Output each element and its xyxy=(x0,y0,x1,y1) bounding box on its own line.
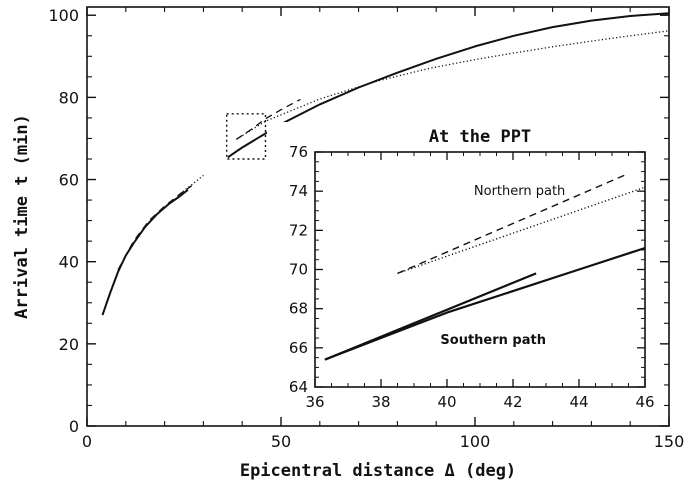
inset-x-ticks: 36 38 40 42 44 46 xyxy=(305,152,655,411)
inset-x-tick-label: 38 xyxy=(371,393,390,411)
main-y-ticks: 0 20 40 60 80 100 xyxy=(48,6,669,436)
inset-y-ticks: 64 66 68 70 72 74 76 xyxy=(289,143,645,396)
northern-path-annotation: Northern path xyxy=(474,184,565,199)
inset-y-tick-label: 64 xyxy=(289,378,308,396)
inset-y-tick-label: 68 xyxy=(289,300,308,318)
inset-title: At the PPT xyxy=(429,127,531,147)
main-plot: 0 50 100 150 0 20 40 60 80 100 Epicentral distan… xyxy=(12,6,684,481)
main-x-ticks: 0 50 100 150 xyxy=(82,7,684,451)
main-x-tick-label: 150 xyxy=(654,432,685,451)
southern-path-annotation: Southern path xyxy=(440,333,546,348)
main-series-line-solid xyxy=(101,189,189,316)
main-y-tick-label: 20 xyxy=(59,335,79,354)
main-y-tick-label: 100 xyxy=(48,6,79,25)
x-axis-label: Epicentral distance Δ (deg) xyxy=(240,461,516,481)
inset-x-tick-label: 40 xyxy=(437,393,456,411)
y-axis-label: Arrival time t (min) xyxy=(12,114,32,319)
inset-series xyxy=(324,172,646,361)
inset-y-tick-label: 74 xyxy=(289,182,308,200)
inset-series-line-dashed xyxy=(397,172,629,275)
inset-series-line-solid xyxy=(324,246,646,361)
inset-x-tick-label: 44 xyxy=(569,393,588,411)
main-x-tick-label: 50 xyxy=(271,432,291,451)
inset-y-tick-label: 76 xyxy=(289,143,308,161)
main-plot-frame xyxy=(86,6,670,427)
main-x-tick-label: 0 xyxy=(82,432,92,451)
main-series-line-dashed xyxy=(236,98,301,140)
inset-series-line-dotted xyxy=(397,186,646,275)
inset-background xyxy=(267,122,649,415)
zoom-box xyxy=(225,113,267,160)
main-y-tick-label: 80 xyxy=(59,88,79,107)
inset-x-tick-label: 36 xyxy=(305,393,324,411)
main-y-tick-label: 0 xyxy=(69,417,79,436)
inset-y-tick-label: 66 xyxy=(289,339,308,357)
inset-x-tick-label: 46 xyxy=(635,393,654,411)
inset-y-tick-label: 72 xyxy=(289,221,308,239)
inset-y-tick-label: 70 xyxy=(289,261,308,279)
main-y-tick-label: 40 xyxy=(59,253,79,272)
main-y-tick-label: 60 xyxy=(59,171,79,190)
inset-plot: 36 38 40 42 44 46 64 66 68 70 72 74 76 At the PPT N… xyxy=(267,122,655,415)
main-series-line-dotted xyxy=(179,174,204,195)
main-series-line-dashed xyxy=(117,185,193,271)
main-x-tick-label: 100 xyxy=(460,432,491,451)
inset-x-tick-label: 42 xyxy=(503,393,522,411)
